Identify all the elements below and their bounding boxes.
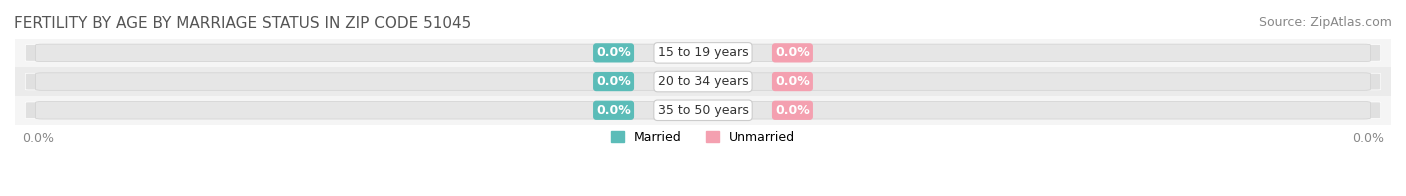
Text: 0.0%: 0.0% [1353,132,1384,144]
FancyBboxPatch shape [25,73,1381,90]
FancyBboxPatch shape [25,44,1381,61]
FancyBboxPatch shape [15,39,1391,67]
FancyBboxPatch shape [15,96,1391,125]
Text: Source: ZipAtlas.com: Source: ZipAtlas.com [1258,16,1392,29]
Text: 0.0%: 0.0% [596,46,631,59]
Text: 20 to 34 years: 20 to 34 years [658,75,748,88]
FancyBboxPatch shape [35,73,1371,90]
FancyBboxPatch shape [35,44,1371,62]
Text: 15 to 19 years: 15 to 19 years [658,46,748,59]
Text: 0.0%: 0.0% [775,104,810,117]
Text: 0.0%: 0.0% [775,75,810,88]
FancyBboxPatch shape [25,102,1381,119]
Text: FERTILITY BY AGE BY MARRIAGE STATUS IN ZIP CODE 51045: FERTILITY BY AGE BY MARRIAGE STATUS IN Z… [14,16,471,31]
Text: 0.0%: 0.0% [22,132,53,144]
Text: 35 to 50 years: 35 to 50 years [658,104,748,117]
Legend: Married, Unmarried: Married, Unmarried [606,125,800,149]
Text: 0.0%: 0.0% [596,75,631,88]
FancyBboxPatch shape [15,67,1391,96]
FancyBboxPatch shape [35,102,1371,119]
Text: 0.0%: 0.0% [596,104,631,117]
Text: 0.0%: 0.0% [775,46,810,59]
